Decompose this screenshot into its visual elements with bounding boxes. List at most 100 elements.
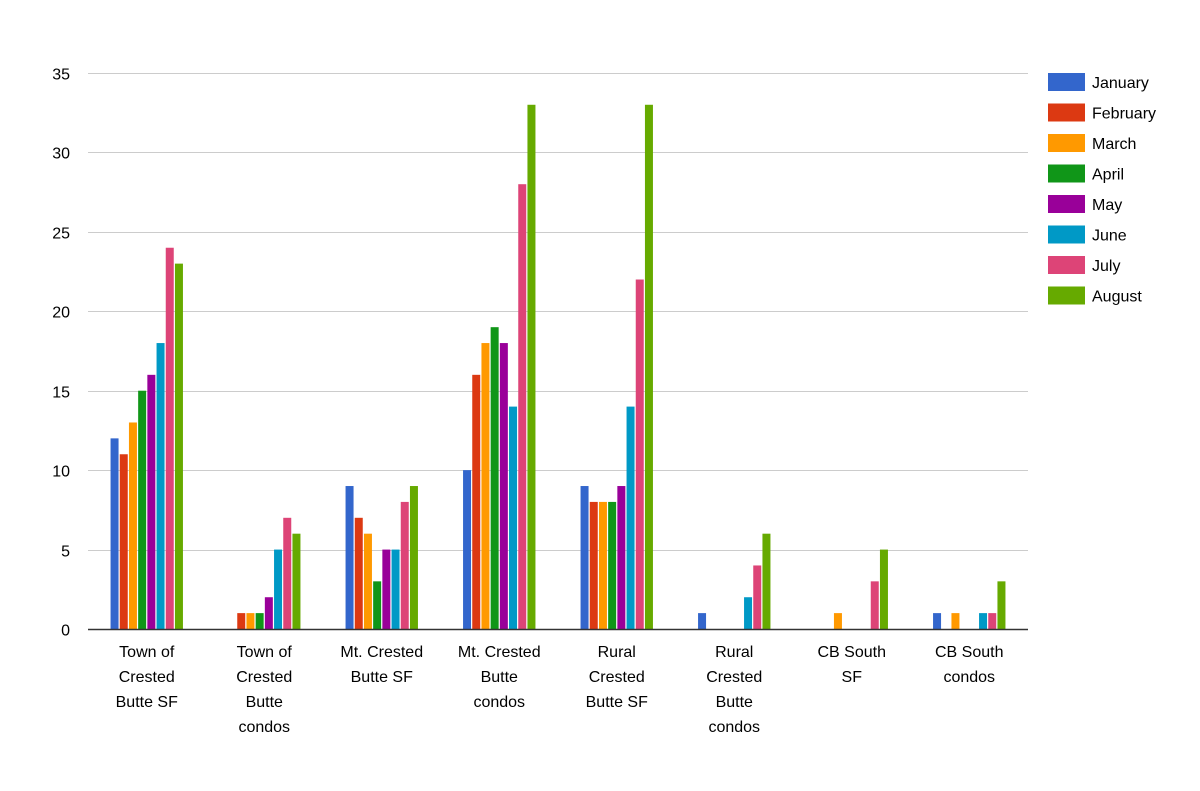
- y-tick-label: 0: [61, 623, 70, 640]
- bar-march: [951, 613, 960, 629]
- x-tick-label: Crested: [236, 669, 292, 686]
- bar-august: [762, 533, 771, 629]
- legend-label: June: [1092, 228, 1127, 245]
- bars: [110, 104, 1006, 630]
- bar-april: [138, 390, 147, 629]
- y-axis-ticks: 0 5 10 15 20 25 30 35: [52, 67, 70, 640]
- bar-june: [509, 406, 518, 629]
- y-tick-label: 25: [52, 226, 70, 243]
- bar-february: [589, 501, 598, 629]
- bar-july: [518, 184, 527, 629]
- bar-january: [698, 613, 707, 629]
- bar-march: [128, 422, 137, 629]
- x-tick-label: Town of: [237, 644, 293, 661]
- x-tick-label: Butte SF: [586, 694, 648, 711]
- x-tick-label: Butte: [481, 669, 518, 686]
- x-tick-label: Rural: [715, 644, 753, 661]
- bar-august: [644, 104, 653, 630]
- y-tick-label: 35: [52, 67, 70, 84]
- bar-february: [237, 613, 246, 629]
- x-tick-label: CB South: [935, 644, 1003, 661]
- bar-january: [463, 470, 472, 629]
- bar-may: [382, 549, 391, 629]
- x-tick-label: SF: [842, 669, 863, 686]
- bar-august: [879, 549, 888, 629]
- bar-april: [255, 613, 264, 629]
- x-tick-label: condos: [473, 694, 525, 711]
- bar-may: [617, 486, 626, 629]
- bar-july: [870, 581, 879, 629]
- bar-august: [527, 104, 536, 630]
- bar-february: [472, 374, 481, 629]
- bar-june: [156, 343, 165, 629]
- bar-march: [833, 613, 842, 629]
- bar-january: [110, 438, 119, 629]
- bar-july: [988, 613, 997, 629]
- x-tick-label: Butte: [716, 694, 753, 711]
- bar-april: [608, 501, 617, 629]
- legend-swatch: [1048, 103, 1085, 122]
- y-tick-label: 20: [52, 305, 70, 322]
- legend-swatch: [1048, 286, 1085, 305]
- x-tick-label: CB South: [818, 644, 886, 661]
- bar-may: [264, 597, 273, 629]
- y-tick-label: 30: [52, 146, 70, 163]
- x-tick-label: Rural: [598, 644, 636, 661]
- bar-august: [292, 533, 301, 629]
- bar-march: [598, 501, 607, 629]
- x-tick-label: condos: [943, 669, 995, 686]
- bar-may: [147, 374, 156, 629]
- legend-swatch: [1048, 134, 1085, 152]
- x-tick-label: condos: [238, 719, 290, 736]
- bar-august: [997, 581, 1006, 629]
- bar-june: [744, 597, 753, 629]
- legend-swatch: [1048, 73, 1085, 91]
- legend-label: May: [1092, 197, 1122, 214]
- bar-july: [283, 517, 292, 629]
- x-tick-label: Butte SF: [116, 694, 178, 711]
- bar-july: [400, 501, 409, 629]
- legend-label: February: [1092, 106, 1156, 123]
- x-tick-label: Crested: [706, 669, 762, 686]
- legend-swatch: [1048, 225, 1085, 244]
- bar-january: [345, 486, 354, 629]
- x-tick-label: Town of: [119, 644, 175, 661]
- bar-february: [119, 454, 128, 629]
- x-tick-label: Mt. Crested: [458, 644, 541, 661]
- bar-january: [933, 613, 942, 629]
- bar-may: [499, 343, 508, 629]
- bar-march: [363, 533, 372, 629]
- bar-february: [354, 517, 363, 629]
- x-axis-labels: Town of Crested Butte SF Town of Crested Butt…: [116, 644, 1004, 736]
- bar-august: [174, 263, 183, 629]
- legend-swatch: [1048, 195, 1085, 213]
- legend-swatch: [1048, 164, 1085, 183]
- bar-june: [979, 613, 988, 629]
- gridlines: [88, 73, 1028, 551]
- legend-label: July: [1092, 258, 1120, 275]
- bar-june: [274, 549, 283, 629]
- legend-label: January: [1092, 75, 1149, 92]
- legend-label: August: [1092, 289, 1142, 306]
- x-tick-label: Crested: [589, 669, 645, 686]
- bar-june: [391, 549, 400, 629]
- bar-july: [635, 279, 644, 629]
- legend-swatch: [1048, 256, 1085, 274]
- legend-label: March: [1092, 136, 1136, 153]
- y-tick-label: 5: [61, 544, 70, 561]
- bar-august: [409, 486, 418, 629]
- x-tick-label: condos: [708, 719, 760, 736]
- legend-label: April: [1092, 167, 1124, 184]
- bar-july: [165, 247, 174, 629]
- legend: January February March April May June July Augu…: [1048, 73, 1156, 306]
- y-tick-label: 10: [52, 464, 70, 481]
- bar-march: [246, 613, 255, 629]
- x-tick-label: Mt. Crested: [340, 644, 423, 661]
- x-tick-label: Butte SF: [351, 669, 413, 686]
- bar-april: [490, 327, 499, 629]
- x-tick-label: Crested: [119, 669, 175, 686]
- bar-january: [580, 486, 589, 629]
- x-tick-label: Butte: [246, 694, 283, 711]
- bar-march: [481, 343, 490, 629]
